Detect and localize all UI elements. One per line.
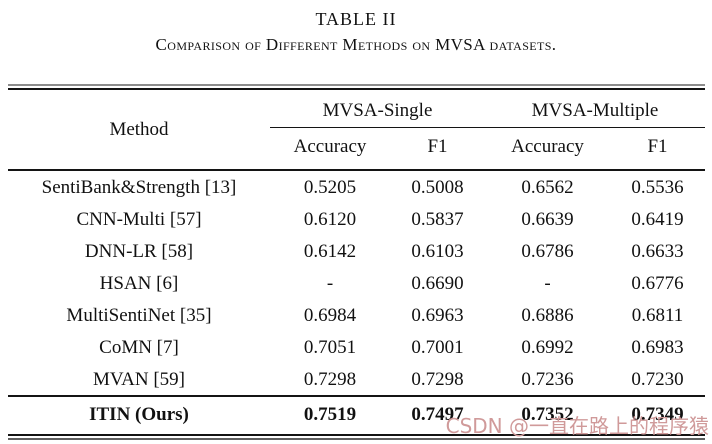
results-table-box: Method MVSA-Single MVSA-Multiple Accurac… bbox=[8, 84, 705, 440]
table-row: DNN-LR [58] 0.6142 0.6103 0.6786 0.6633 bbox=[8, 235, 705, 267]
value-cell: 0.7497 bbox=[390, 395, 485, 435]
table-header: Method MVSA-Single MVSA-Multiple Accurac… bbox=[8, 89, 705, 171]
value-cell: 0.7298 bbox=[411, 368, 464, 390]
value-cell: 0.7298 bbox=[303, 368, 357, 390]
value-cell: 0.5536 bbox=[631, 176, 684, 198]
value-cell: 0.7519 bbox=[270, 395, 390, 435]
value-cell: 0.7236 bbox=[521, 368, 574, 390]
table-row: MultiSentiNet [35] 0.6984 0.6963 0.6886 0.68… bbox=[8, 299, 705, 331]
column-group-mvsa-single: MVSA-Single bbox=[270, 89, 485, 128]
value-cell: 0.6886 bbox=[521, 304, 574, 326]
value-cell: 0.6103 bbox=[411, 240, 464, 262]
value-cell: 0.7352 bbox=[485, 395, 610, 435]
value-cell: - bbox=[326, 272, 334, 294]
table-row: ITIN (Ours) 0.7519 0.7497 0.7352 0.7349 bbox=[8, 395, 705, 435]
table-row: MVAN [59] 0.7298 0.7298 0.7236 0.7230 bbox=[8, 363, 705, 396]
method-cell: ITIN (Ours) bbox=[8, 395, 270, 435]
value-cell: 0.6419 bbox=[631, 208, 684, 230]
column-header-f1-single: F1 bbox=[390, 127, 485, 171]
value-cell: 0.5008 bbox=[411, 176, 464, 198]
results-table: Method MVSA-Single MVSA-Multiple Accurac… bbox=[8, 88, 705, 436]
method-cell: MVAN [59] bbox=[92, 368, 185, 390]
csdn-watermark: CSDN @一直在路上的程序猿 bbox=[445, 414, 709, 438]
column-header-method: Method bbox=[8, 89, 270, 171]
value-cell: 0.6776 bbox=[631, 272, 684, 294]
value-cell: 0.6142 bbox=[303, 240, 357, 262]
table-row: HSAN [6] - 0.6690 - 0.6776 bbox=[8, 267, 705, 299]
column-header-accuracy-single: Accuracy bbox=[270, 127, 390, 171]
value-cell: 0.7001 bbox=[411, 336, 464, 358]
method-cell: HSAN [6] bbox=[99, 272, 179, 294]
method-cell: CNN-Multi [57] bbox=[76, 208, 202, 230]
value-cell: 0.6633 bbox=[631, 240, 684, 262]
method-cell: CoMN [7] bbox=[99, 336, 179, 358]
table-row: CoMN [7] 0.7051 0.7001 0.6992 0.6983 bbox=[8, 331, 705, 363]
value-cell: 0.5205 bbox=[303, 176, 357, 198]
column-header-accuracy-multiple: Accuracy bbox=[485, 127, 610, 171]
value-cell: 0.7230 bbox=[631, 368, 684, 390]
column-group-mvsa-multiple: MVSA-Multiple bbox=[485, 89, 705, 128]
value-cell: 0.7051 bbox=[303, 336, 357, 358]
value-cell: 0.6690 bbox=[411, 272, 464, 294]
method-cell: DNN-LR [58] bbox=[84, 240, 194, 262]
table-title: Comparison of Different Methods on MVSA … bbox=[155, 35, 557, 54]
table-row: CNN-Multi [57] 0.6120 0.5837 0.6639 0.6419 bbox=[8, 203, 705, 235]
value-cell: - bbox=[544, 272, 551, 294]
table-caption: TABLE II Comparison of Different Methods… bbox=[0, 0, 712, 55]
group-header-row: Method MVSA-Single MVSA-Multiple bbox=[8, 89, 705, 171]
table-number: TABLE II bbox=[315, 9, 397, 29]
method-cell: MultiSentiNet [35] bbox=[66, 304, 212, 326]
table-body: SentiBank&Strength [13] 0.5205 0.5008 0.656… bbox=[8, 170, 705, 435]
value-cell: 0.6562 bbox=[521, 176, 574, 198]
value-cell: 0.7349 bbox=[610, 395, 705, 435]
value-cell: 0.6992 bbox=[521, 336, 574, 358]
value-cell: 0.6811 bbox=[631, 304, 684, 326]
value-cell: 0.6120 bbox=[303, 208, 357, 230]
value-cell: 0.6963 bbox=[411, 304, 464, 326]
column-header-f1-multiple: F1 bbox=[610, 127, 705, 171]
value-cell: 0.6786 bbox=[521, 240, 574, 262]
value-cell: 0.6983 bbox=[631, 336, 684, 358]
value-cell: 0.6984 bbox=[303, 304, 357, 326]
sub-header-row: Accuracy F1 Accuracy F1 bbox=[8, 127, 705, 171]
value-cell: 0.5837 bbox=[411, 208, 464, 230]
value-cell: 0.6639 bbox=[521, 208, 574, 230]
method-cell: SentiBank&Strength [13] bbox=[41, 176, 237, 198]
table-row: SentiBank&Strength [13] 0.5205 0.5008 0.656… bbox=[8, 170, 705, 203]
